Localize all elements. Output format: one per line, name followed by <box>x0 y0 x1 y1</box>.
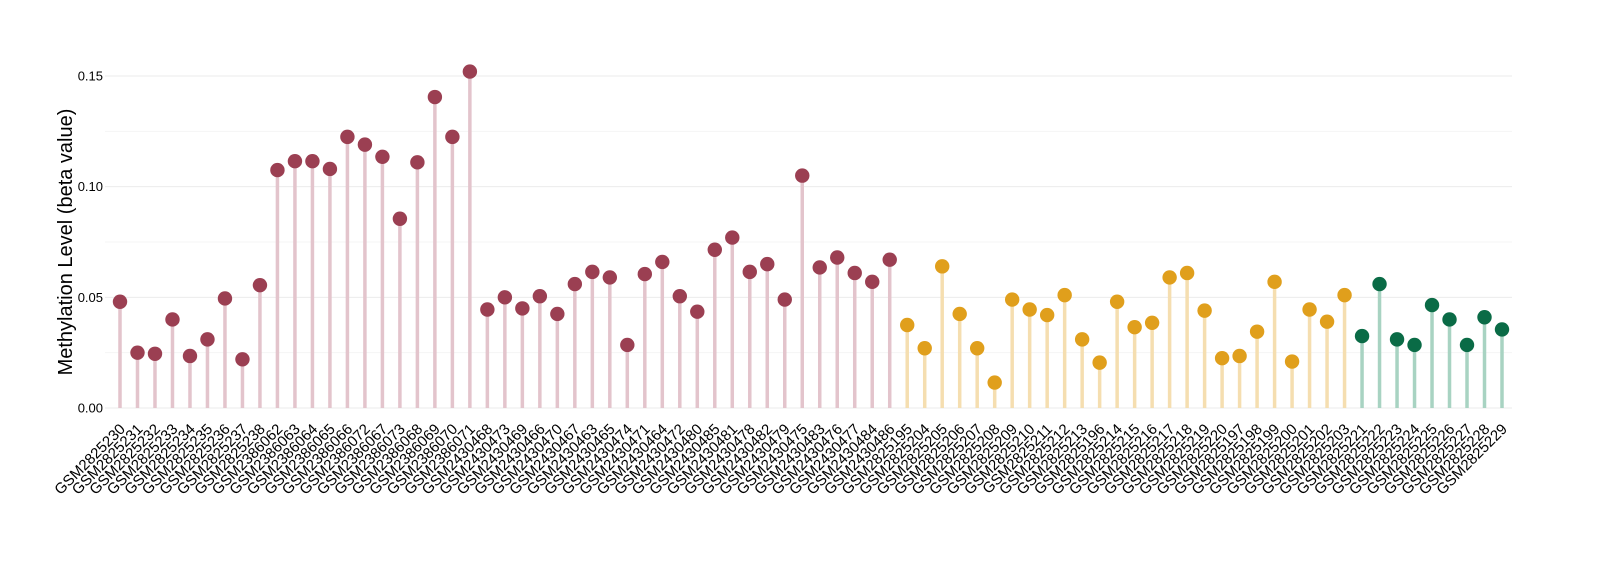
lollipop-point <box>935 259 950 274</box>
lollipop-point <box>1004 292 1020 307</box>
lollipop-point <box>690 304 705 319</box>
lollipop-point <box>882 252 897 267</box>
lollipop-point <box>1407 337 1422 353</box>
y-tick-label: 0.10 <box>78 179 103 194</box>
lollipop-point <box>1214 351 1230 366</box>
lollipop-point <box>550 306 565 322</box>
grid-layer <box>105 75 1512 409</box>
lollipop-point <box>952 306 967 322</box>
lollipop-point <box>375 149 390 164</box>
lollipop-point <box>1039 307 1055 323</box>
lollipop-point <box>1232 348 1247 364</box>
lollipop-point <box>1109 294 1125 309</box>
lollipop-point <box>1179 265 1195 281</box>
lollipop-point <box>497 290 513 305</box>
lollipop-point <box>585 264 600 280</box>
lollipop-point <box>655 254 670 270</box>
lollipop-point <box>252 277 268 293</box>
lollipop-point <box>235 352 250 367</box>
lollipop-point <box>637 266 653 282</box>
lollipop-point <box>602 270 618 285</box>
lollipop-point <box>900 317 915 333</box>
lollipop-point <box>1389 332 1405 347</box>
y-tick-label: 0.15 <box>78 69 103 84</box>
y-tick-label: 0.05 <box>78 290 103 305</box>
lollipop-point <box>1442 312 1457 327</box>
lollipop-point <box>1127 320 1142 335</box>
lollipop-point <box>1372 276 1387 292</box>
lollipop-point <box>1144 315 1160 330</box>
lollipop-point <box>287 154 303 169</box>
lollipop-point <box>1302 302 1317 317</box>
lollipop-point <box>515 301 530 316</box>
lollipop-point <box>725 230 740 245</box>
lollipop-point <box>410 155 425 170</box>
y-tick-labels: 0.00 0.05 0.10 0.15 <box>78 69 103 416</box>
lollipop-point <box>305 154 320 169</box>
lollipop-point <box>847 265 862 281</box>
lollipop-point <box>270 162 285 178</box>
lollipop-point <box>1284 354 1300 369</box>
y-tick-label: 0.00 <box>78 401 103 416</box>
lollipop-point <box>1337 287 1352 303</box>
lollipop-point <box>620 337 635 353</box>
lollipop-point <box>707 242 722 257</box>
lollipop-point <box>112 294 128 309</box>
stems-layer <box>118 71 1504 408</box>
lollipop-point <box>427 89 443 105</box>
lollipop-point <box>1162 270 1177 285</box>
lollipop-point <box>357 137 373 152</box>
lollipop-point <box>1319 314 1335 329</box>
lollipop-point <box>1354 328 1370 344</box>
lollipop-point <box>1477 310 1492 325</box>
points-layer <box>112 64 1510 390</box>
lollipop-point <box>969 341 985 356</box>
lollipop-point <box>760 256 775 272</box>
lollipop-point <box>795 168 810 183</box>
lollipop-point <box>1494 322 1510 337</box>
lollipop-point <box>462 64 478 79</box>
lollipop-point <box>917 341 932 356</box>
lollipop-point <box>147 346 163 361</box>
lollipop-point <box>1459 337 1475 353</box>
lollipop-point <box>987 375 1002 390</box>
lollipop-point <box>1057 287 1072 303</box>
lollipop-point <box>1197 303 1212 318</box>
lollipop-point <box>532 289 548 304</box>
lollipop-point <box>182 348 198 364</box>
lollipop-point <box>1022 302 1037 317</box>
lollipop-point <box>1092 355 1107 370</box>
lollipop-point <box>340 129 355 145</box>
lollipop-point <box>812 260 827 275</box>
x-tick-labels: GSM2825230GSM2825231GSM2825232GSM2825233… <box>51 421 1510 498</box>
lollipop-point <box>480 302 495 317</box>
lollipop-point <box>672 289 687 304</box>
lollipop-point <box>742 264 757 280</box>
lollipop-point <box>165 312 180 327</box>
lollipop-point <box>392 211 408 226</box>
lollipop-point <box>130 345 145 360</box>
lollipop-point <box>200 332 215 347</box>
lollipop-point <box>217 291 233 306</box>
lollipop-point <box>830 250 845 265</box>
lollipop-point <box>322 161 338 177</box>
lollipop-point <box>1074 332 1090 347</box>
y-axis-title: Methylation Level (beta value) <box>55 109 77 376</box>
lollipop-point <box>567 276 583 292</box>
lollipop-point <box>865 274 880 290</box>
lollipop-point <box>445 129 460 145</box>
lollipop-point <box>777 292 792 307</box>
lollipop-point <box>1267 274 1282 290</box>
lollipop-point <box>1424 297 1440 313</box>
lollipop-point <box>1249 324 1265 339</box>
